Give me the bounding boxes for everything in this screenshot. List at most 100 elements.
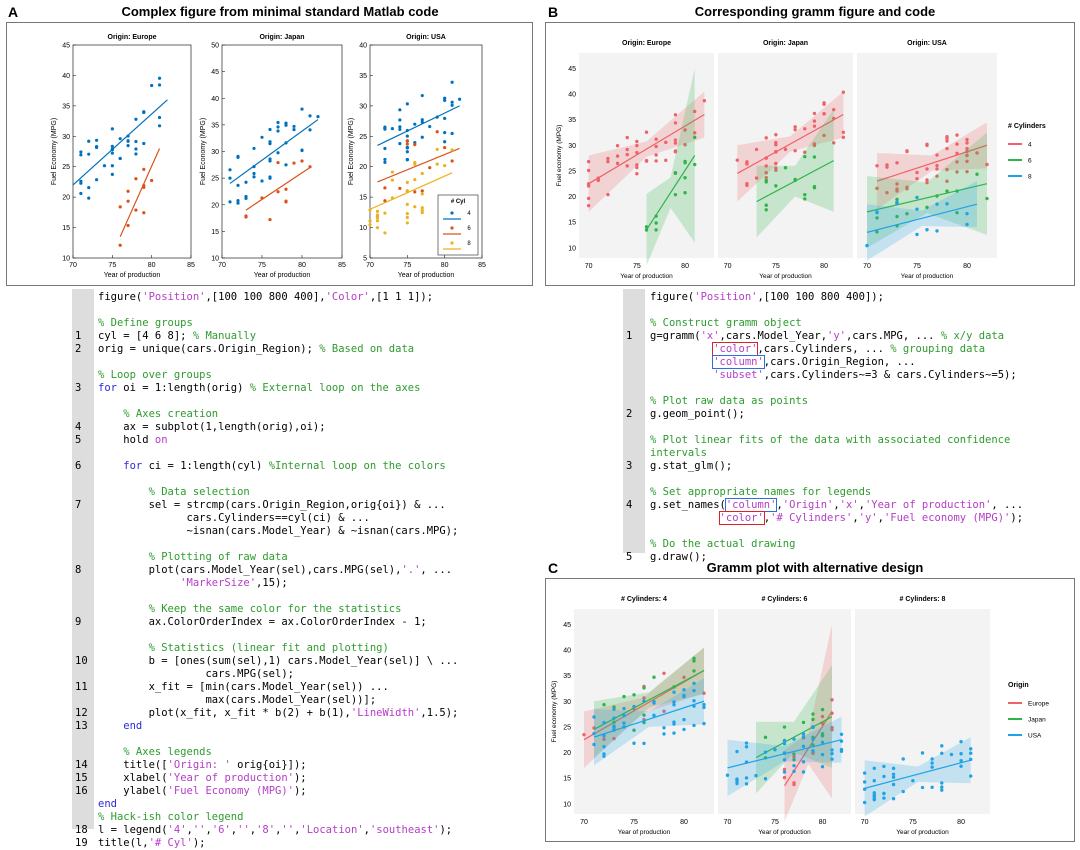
subplot-title: # Cylinders: 6 [762, 596, 808, 603]
code-token: % Plot raw data as points [650, 395, 809, 407]
data-point [683, 143, 687, 147]
data-point [602, 737, 606, 742]
data-point [841, 90, 846, 94]
data-point [965, 211, 969, 216]
code-token: cars.Cylinders==cyl(ci) & ... [98, 512, 370, 524]
code-token: '4' [167, 824, 187, 836]
code-line: figure('Position',[100 100 800 400]); [650, 291, 884, 304]
line-number: 4 [626, 499, 633, 511]
code-token: on [154, 434, 168, 446]
data-point [820, 740, 825, 744]
legend-label: Japan [1028, 717, 1046, 724]
data-point [300, 159, 304, 163]
code-token: , ... [420, 564, 453, 576]
code-token: x_fit = [min(cars.Model_Year(sel)) ... [98, 681, 389, 693]
x-axis-label: Year of production [759, 273, 812, 280]
line-number: 1 [75, 330, 82, 342]
data-point [413, 178, 417, 182]
fit-line [783, 711, 833, 787]
data-point [764, 203, 768, 207]
fit-line [593, 669, 705, 730]
data-point [901, 789, 905, 794]
data-point [735, 158, 739, 162]
y-tick-label: 10 [62, 256, 70, 263]
code-token: , [877, 512, 884, 524]
x-tick-label: 75 [772, 263, 780, 270]
code-token: title([ [98, 759, 168, 771]
data-point [959, 739, 963, 744]
data-point [801, 735, 806, 739]
data-point [735, 749, 739, 754]
code-token: 'color' [712, 342, 759, 356]
data-point [612, 716, 616, 720]
data-point [252, 171, 256, 176]
data-point [735, 777, 739, 781]
code-token: '6' [211, 824, 231, 836]
code-token: 'column' [712, 355, 765, 369]
line-number: 9 [75, 616, 82, 628]
code-token: ci = 1:length(cyl) [142, 460, 269, 472]
code-token: 'Fuel Economy (MPG)' [167, 785, 294, 797]
data-point [841, 135, 846, 140]
x-tick-label: 70 [863, 263, 871, 270]
data-point [602, 744, 606, 749]
fit-line [876, 144, 988, 182]
fit-line [119, 148, 161, 237]
code-token: , [230, 824, 238, 836]
data-point [268, 217, 272, 222]
code-token: 'Position' [694, 291, 758, 303]
data-point [882, 764, 886, 769]
code-line: cars.MPG(sel); [98, 668, 294, 681]
data-point [975, 151, 979, 155]
code-token: % Set appropriate names for legends [650, 486, 872, 498]
data-point [895, 214, 899, 219]
code-token: % Axes creation [98, 408, 219, 420]
x-tick-label: 75 [258, 262, 266, 269]
data-point [142, 141, 146, 146]
data-point [693, 109, 697, 114]
data-point [625, 135, 629, 140]
y-tick-label: 40 [563, 648, 571, 655]
axes-frame [221, 44, 343, 259]
data-point [118, 156, 122, 161]
data-point [87, 152, 91, 156]
code-line: title(l,'# Cyl'); [98, 837, 206, 850]
y-tick-label: 25 [563, 724, 571, 731]
code-token: , [294, 824, 301, 836]
y-tick-label: 10 [563, 801, 571, 808]
data-point [702, 99, 707, 103]
data-point [276, 190, 280, 194]
data-point [244, 180, 248, 184]
data-point [615, 143, 620, 148]
code-line: end [98, 720, 142, 733]
data-point [157, 76, 162, 80]
data-point [642, 720, 646, 725]
data-point [702, 702, 706, 707]
data-point [965, 169, 969, 174]
data-point [126, 223, 130, 228]
data-point [949, 752, 954, 757]
data-point [654, 153, 658, 157]
data-point [803, 154, 807, 159]
data-point [915, 170, 919, 175]
data-point [872, 766, 876, 771]
data-point [134, 139, 138, 144]
data-point [935, 167, 939, 171]
data-point [682, 727, 686, 732]
data-point [142, 167, 146, 171]
data-point [428, 125, 432, 129]
y-tick-label: 50 [211, 43, 219, 50]
x-tick-label: 70 [585, 263, 593, 270]
code-token: figure( [650, 291, 695, 303]
code-line: % Axes legends [98, 746, 212, 759]
code-line: for ci = 1:length(cyl) %Internal loop on… [98, 460, 445, 473]
fit-line [866, 183, 988, 213]
y-tick-label: 30 [359, 103, 367, 110]
y-tick-label: 20 [359, 164, 367, 171]
data-point [811, 749, 815, 753]
subplot-a-1: Origin: Europe 70 75 80 85 10 15 20 25 30 35 40 45 Ye… [51, 34, 195, 279]
data-point [292, 127, 296, 132]
data-point [662, 732, 666, 736]
code-token: '8' [256, 824, 276, 836]
data-point [612, 736, 616, 741]
